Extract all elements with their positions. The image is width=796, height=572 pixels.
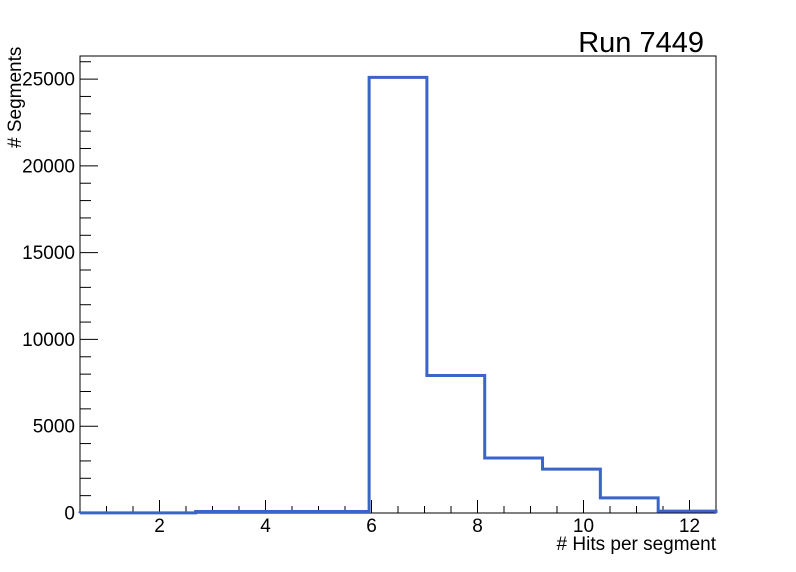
x-tick-label: 6 — [366, 516, 377, 537]
x-tick-label: 12 — [679, 516, 700, 537]
plot-frame — [79, 55, 717, 514]
y-tick-label: 20000 — [22, 156, 75, 177]
y-axis-title: # Segments — [5, 47, 26, 148]
y-tick-label: 0 — [64, 504, 75, 525]
histogram-step-line — [78, 75, 718, 515]
y-tick-labels: 0 5000 10000 15000 20000 25000 — [22, 70, 75, 525]
y-tick-label: 10000 — [22, 330, 75, 351]
x-tick-label: 4 — [260, 516, 271, 537]
x-axis-title: # Hits per segment — [557, 534, 717, 555]
x-tick-label: 10 — [573, 516, 594, 537]
x-tick-label: 8 — [472, 516, 483, 537]
y-tick-label: 15000 — [22, 243, 75, 264]
x-axis-ticks — [106, 500, 690, 513]
x-tick-labels: 2 4 6 8 10 12 — [154, 516, 700, 537]
y-tick-label: 25000 — [22, 70, 75, 91]
y-axis-ticks — [80, 61, 98, 514]
y-tick-label: 5000 — [33, 417, 75, 438]
x-tick-label: 2 — [154, 516, 165, 537]
plot-title: Run 7449 — [578, 27, 704, 59]
